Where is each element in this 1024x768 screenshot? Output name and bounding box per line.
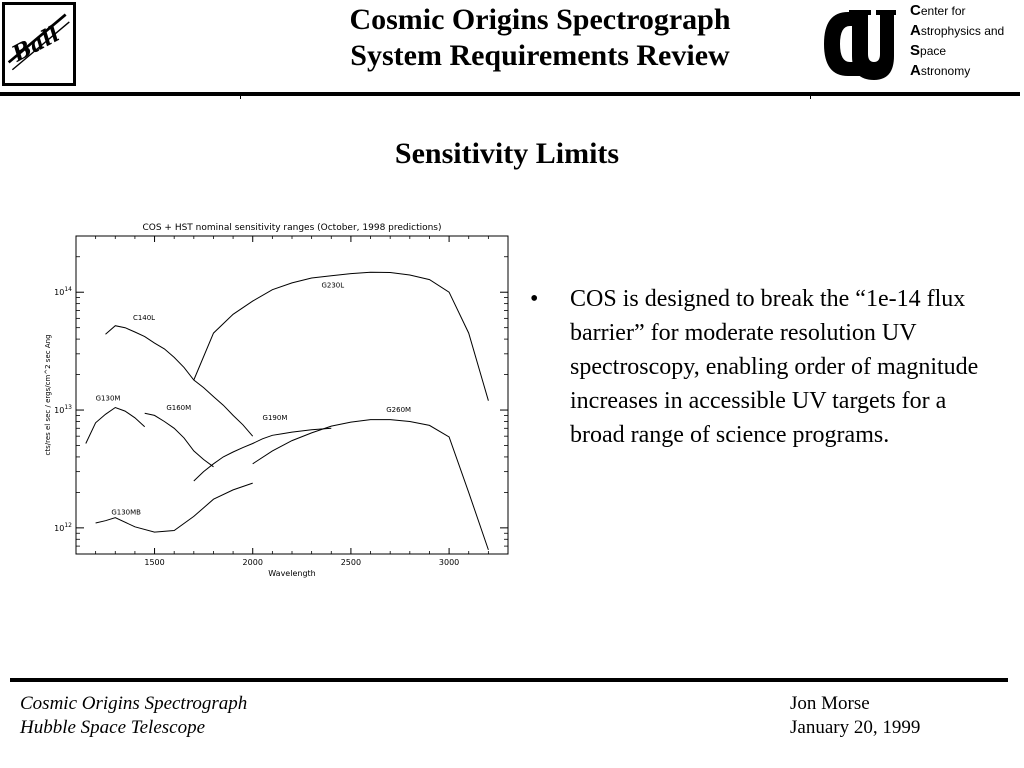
series-line-g230l [193,271,489,401]
y-tick-label: 1012 [54,522,72,533]
slide-title: Sensitivity Limits [394,137,620,170]
casa-line-3: Space [910,42,947,59]
sensitivity-chart-svg: COS + HST nominal sensitivity ranges (Oc… [44,223,509,578]
y-axis-label: cts/res el sec / ergs/cm^2 sec Ang [44,334,52,455]
series-line-g190m [193,427,332,482]
footer-right: Jon Morse January 20, 1999 [790,692,920,740]
series-line-g260m [252,419,489,551]
series-label-g230l: G230L [321,281,344,289]
casa-wordmark: Center for Astrophysics and Space Astron… [910,1,1004,81]
chart-title: COS + HST nominal sensitivity ranges (Oc… [142,223,441,233]
header-subtitle: System Requirements Review [350,39,730,72]
cu-logo-graphic [824,10,896,80]
series-label-g130mb: G130MB [111,508,141,516]
ball-logo-graphic: Ball [7,13,70,71]
footer-date: January 20, 1999 [790,717,921,738]
footer-project: Cosmic Origins Spectrograph [20,693,248,714]
ball-logo-text: Ball [7,21,64,68]
casa-line-2: Astrophysics and [910,22,1005,39]
series-label-c140l: C140L [133,314,155,322]
footer-author: Jon Morse [790,693,870,714]
casa-line-4: Astronomy [910,62,971,79]
bullet-list: • COS is designed to break the “1e-14 fl… [530,282,1000,452]
header-divider [0,92,1020,96]
x-axis-label: Wavelength [268,569,315,578]
footer-divider [10,678,1008,682]
casa-line-1: Center for [910,2,966,19]
sensitivity-chart: COS + HST nominal sensitivity ranges (Oc… [40,214,520,584]
footer-left: Cosmic Origins Spectrograph Hubble Space… [20,692,247,740]
cu-logo [818,4,896,84]
y-tick-label: 1014 [54,286,72,297]
chart-frame [75,235,509,555]
x-tick-label: 2500 [341,558,361,567]
series-label-g260m: G260M [386,406,411,414]
bullet-marker: • [530,286,539,312]
series-line-c140l [105,325,254,437]
ball-logo: Ball [2,2,76,86]
series-label-g190m: G190M [263,414,288,422]
series-line-g130m [85,406,146,444]
x-tick-label: 1500 [144,558,164,567]
footer-telescope: Hubble Space Telescope [20,717,206,738]
y-tick-label: 1013 [54,404,72,415]
series-line-g160m [144,412,214,468]
series-label-g160m: G160M [166,404,191,412]
header-titles: Cosmic Origins Spectrograph System Requi… [240,2,840,74]
bullet-item: • COS is designed to break the “1e-14 fl… [530,282,1000,452]
bullet-text: COS is designed to break the “1e-14 flux… [570,286,979,448]
series-label-g130m: G130M [96,395,121,403]
x-tick-label: 2000 [243,558,263,567]
x-tick-label: 3000 [439,558,459,567]
header-divider-tick [240,93,241,99]
header-title: Cosmic Origins Spectrograph [349,3,731,36]
series-line-g130mb [95,482,253,533]
header-divider-tick [810,93,811,99]
